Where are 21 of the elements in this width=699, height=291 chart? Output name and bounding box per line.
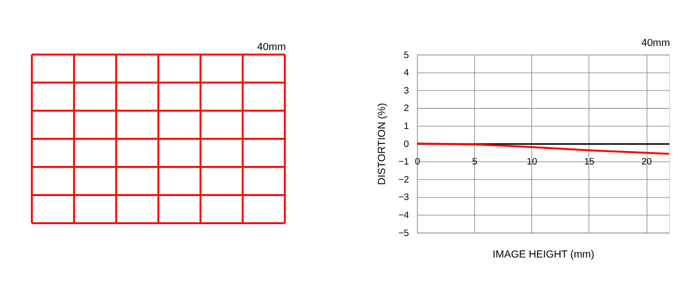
chart-title: 40mm [641,38,670,50]
y-tick-label: −1 [398,156,409,167]
y-tick-label: −3 [398,192,409,202]
x-tick-label: 15 [584,156,594,167]
text: 40mm [257,42,286,53]
y-tick-label: 5 [404,50,409,60]
y-tick-label: 4 [404,68,409,78]
y-tick-label: 2 [404,103,409,114]
x-axis-title: IMAGE HEIGHT (mm) [492,249,594,260]
y-tick-label: 3 [404,85,409,96]
line-series [416,142,670,155]
y-tick-label: −2 [398,174,409,184]
y-tick-label: −5 [398,228,409,238]
y-tick-label: 0 [404,138,409,149]
y-axis-title: DISTORTION (%) [377,102,388,185]
y-tick-label: 1 [404,121,409,132]
y-tick-label: −4 [398,210,409,220]
x-tick-label: 20 [641,156,652,167]
x-tick-label: 0 [414,156,420,167]
x-tick-label: 5 [472,156,478,167]
x-tick-label: 10 [526,156,538,167]
